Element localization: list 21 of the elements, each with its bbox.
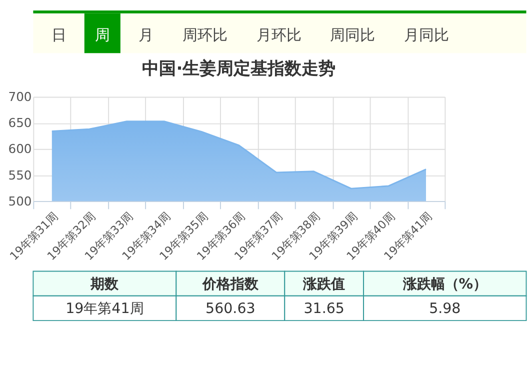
y-tick-label: 500 (8, 194, 32, 208)
y-tick-label: 650 (8, 116, 32, 130)
text: 期数 (90, 276, 120, 292)
text: 560.63 (206, 300, 256, 317)
text: 月环比 (256, 26, 302, 44)
text: 周 (94, 26, 110, 44)
text: 19年第41周 (66, 300, 144, 317)
text: 5.98 (429, 300, 461, 317)
text: 日 (51, 26, 66, 44)
text: 月 (138, 26, 154, 44)
text: 涨跌幅（%） (402, 276, 488, 292)
text: 周环比 (182, 26, 228, 44)
y-tick-label: 550 (8, 168, 32, 182)
text: 周同比 (330, 26, 376, 44)
text: 价格指数 (201, 276, 260, 292)
text: 涨跌值 (302, 276, 346, 292)
y-tick-label: 600 (8, 142, 32, 156)
text: 31.65 (304, 300, 344, 317)
chart-title: 中国·生姜周定基指数走势 (142, 58, 336, 80)
y-tick-label: 700 (8, 90, 32, 104)
text: 月同比 (404, 26, 450, 44)
